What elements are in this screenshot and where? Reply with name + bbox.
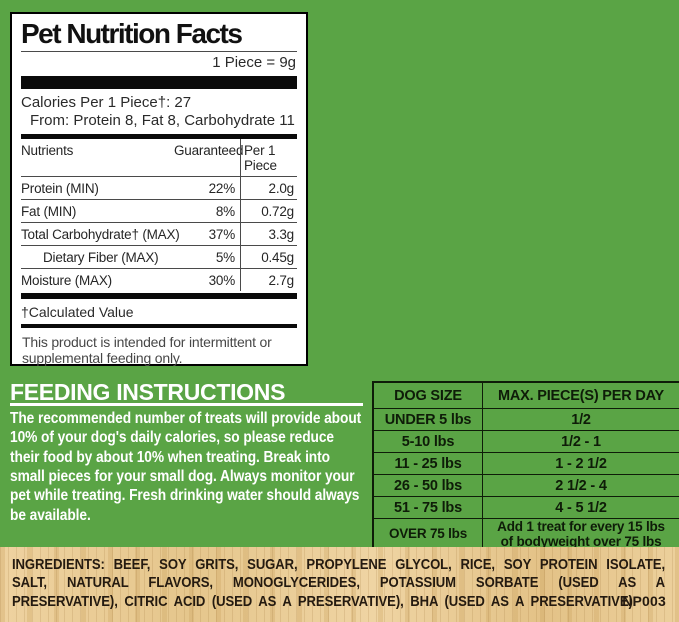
calories-line: Calories Per 1 Piece†: 27 bbox=[21, 94, 192, 112]
nutrient-row-dietary-fiber: Dietary Fiber (MAX) 5% 0.45g bbox=[21, 245, 297, 269]
thin-divider-bar bbox=[21, 323, 297, 328]
dog-table-row: 26 - 50 lbs 2 1/2 - 4 bbox=[374, 475, 679, 497]
thick-divider-bar bbox=[21, 76, 297, 90]
nutrient-per-piece: 2.7g bbox=[240, 268, 297, 291]
dog-table-row: 11 - 25 lbs 1 - 2 1/2 bbox=[374, 453, 679, 475]
nutrients-table: Nutrients Guaranteed Per 1 Piece Protein… bbox=[21, 138, 297, 291]
serving-size: 1 Piece = 9g bbox=[212, 54, 296, 72]
nutrient-per-piece: 0.72g bbox=[240, 199, 297, 222]
ingredients-text: BEEF, SOY GRITS, SUGAR, PROPYLENE GLYCOL… bbox=[12, 556, 666, 610]
max-pieces-cell: 2 1/2 - 4 bbox=[482, 475, 679, 496]
dog-size-header-cell: DOG SIZE bbox=[394, 387, 462, 404]
dog-size-cell: 5-10 lbs bbox=[401, 433, 455, 450]
nutrient-label: Total Carbohydrate† (MAX) bbox=[21, 226, 180, 242]
calculated-value-footnote: †Calculated Value bbox=[21, 303, 134, 320]
nutrient-label: Protein (MIN) bbox=[21, 180, 99, 196]
feeding-instructions-body: The recommended number of treats will pr… bbox=[10, 410, 362, 524]
nutrient-label: Fat (MIN) bbox=[21, 203, 77, 219]
medium-divider-bar bbox=[21, 292, 297, 299]
dog-size-cell: OVER 75 lbs bbox=[388, 526, 468, 542]
dog-size-cell: 11 - 25 lbs bbox=[394, 455, 462, 472]
nutrients-header-row: Nutrients Guaranteed Per 1 Piece bbox=[21, 138, 297, 177]
nutrient-guaranteed: 37% bbox=[208, 226, 236, 242]
nutrient-per-piece: 2.0g bbox=[240, 176, 297, 199]
max-pieces-cell: 1 - 2 1/2 bbox=[482, 453, 679, 474]
dog-size-table: DOG SIZE MAX. PIECE(S) PER DAY UNDER 5 l… bbox=[372, 381, 679, 550]
calories-from-line: From: Protein 8, Fat 8, Carbohydrate 11 bbox=[30, 111, 295, 129]
max-pieces-cell: 4 - 5 1/2 bbox=[482, 497, 679, 518]
wood-background-strip: INGREDIENTS: BEEF, SOY GRITS, SUGAR, PRO… bbox=[0, 547, 679, 622]
nutrient-per-piece: 0.45g bbox=[240, 245, 297, 268]
nutrient-row-moisture: Moisture (MAX) 30% 2.7g bbox=[21, 268, 297, 291]
dog-table-row: 51 - 75 lbs 4 - 5 1/2 bbox=[374, 497, 679, 519]
feeding-heading-underline bbox=[10, 403, 363, 406]
dog-table-row: OVER 75 lbs Add 1 treat for every 15 lbs… bbox=[374, 519, 679, 550]
nutrient-per-piece: 3.3g bbox=[240, 222, 297, 245]
max-pieces-header-cell: MAX. PIECE(S) PER DAY bbox=[482, 383, 679, 408]
intermittent-feeding-note: This product is intended for intermitten… bbox=[22, 333, 272, 367]
ingredients-label: INGREDIENTS: bbox=[12, 556, 105, 573]
max-pieces-cell: 1/2 bbox=[482, 409, 679, 430]
nutrient-row-protein: Protein (MIN) 22% 2.0g bbox=[21, 176, 297, 200]
header-nutrients: Nutrients bbox=[21, 142, 74, 158]
panel-title: Pet Nutrition Facts bbox=[21, 18, 243, 49]
dog-table-header-row: DOG SIZE MAX. PIECE(S) PER DAY bbox=[374, 383, 679, 409]
title-divider bbox=[21, 51, 297, 53]
nutrient-row-fat: Fat (MIN) 8% 0.72g bbox=[21, 199, 297, 223]
header-guaranteed: Guaranteed bbox=[174, 142, 244, 158]
max-pieces-cell: Add 1 treat for every 15 lbs of bodyweig… bbox=[482, 519, 679, 550]
nutrient-guaranteed: 30% bbox=[208, 272, 236, 288]
feeding-instructions-heading: FEEDING INSTRUCTIONS bbox=[10, 379, 286, 405]
nutrient-row-carbohydrate: Total Carbohydrate† (MAX) 37% 3.3g bbox=[21, 222, 297, 246]
max-pieces-cell: 1/2 - 1 bbox=[482, 431, 679, 452]
ingredients-statement: INGREDIENTS: BEEF, SOY GRITS, SUGAR, PRO… bbox=[12, 556, 665, 611]
nutrient-guaranteed: 8% bbox=[215, 203, 235, 219]
dog-size-cell: 51 - 75 lbs bbox=[394, 499, 462, 516]
product-code: NP003 bbox=[622, 593, 666, 609]
nutrient-guaranteed: 5% bbox=[215, 249, 235, 265]
header-per-piece: Per 1 Piece bbox=[240, 138, 297, 176]
nutrient-label: Dietary Fiber (MAX) bbox=[43, 249, 159, 265]
nutrient-guaranteed: 22% bbox=[208, 180, 236, 196]
nutrient-label: Moisture (MAX) bbox=[21, 272, 112, 288]
dog-table-row: 5-10 lbs 1/2 - 1 bbox=[374, 431, 679, 453]
nutrition-facts-panel: Pet Nutrition Facts 1 Piece = 9g Calorie… bbox=[10, 12, 308, 366]
dog-table-row: UNDER 5 lbs 1/2 bbox=[374, 409, 679, 431]
medium-divider-bar bbox=[21, 133, 297, 139]
dog-size-cell: 26 - 50 lbs bbox=[394, 477, 462, 494]
dog-size-cell: UNDER 5 lbs bbox=[384, 411, 472, 428]
